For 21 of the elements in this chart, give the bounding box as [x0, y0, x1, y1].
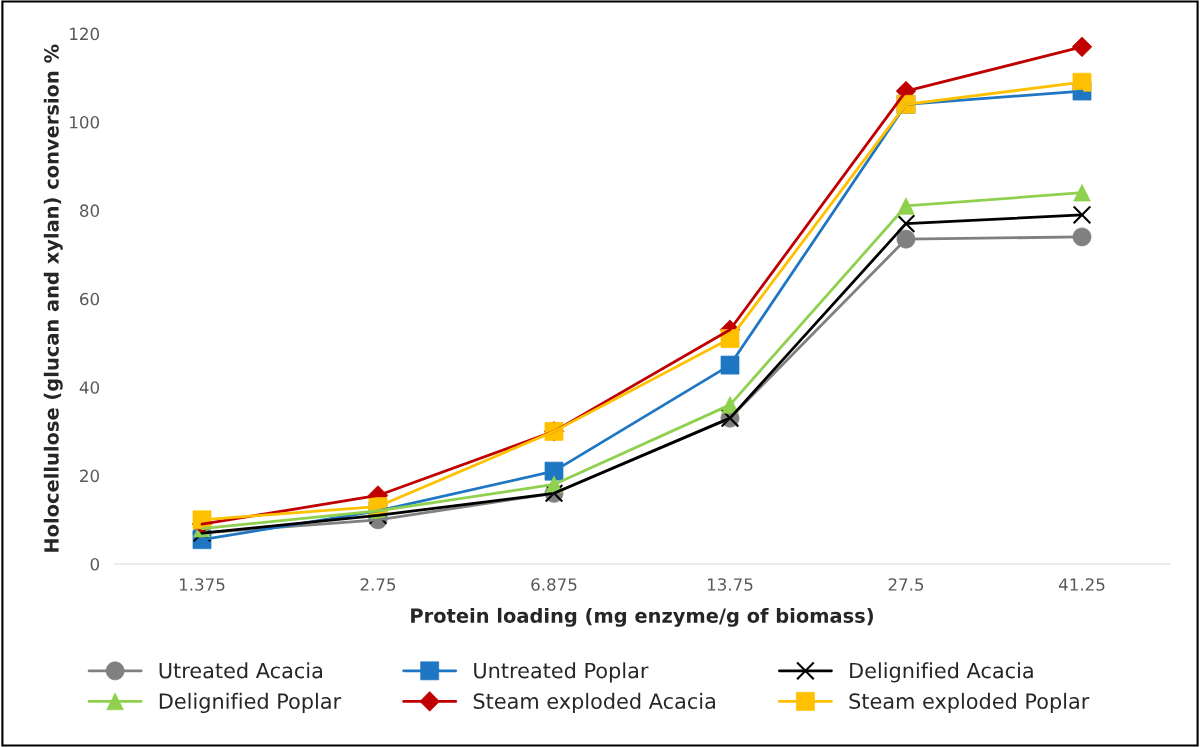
y-tick-label: 80	[80, 204, 99, 217]
x-tick-label: 27.5	[888, 578, 924, 591]
y-tick-label: 60	[80, 292, 99, 306]
x-tick-label: 41.25	[1058, 578, 1105, 591]
y-tick-label: 40	[79, 381, 99, 394]
x-axis-title: Protein loading (mg enzyme/g of biomass)	[411, 607, 873, 627]
x-tick-label: 13.75	[707, 578, 753, 591]
y-tick-label: 0	[90, 557, 99, 571]
x-tick-label: 2.75	[360, 578, 396, 591]
legend-label: Utreated Acacia	[159, 662, 322, 679]
y-tick-label: 20	[80, 469, 99, 483]
x-tick-label: 1.375	[179, 578, 225, 591]
legend-label: Delignified Acacia	[850, 662, 1033, 683]
legend-label: Untreated Poplar	[474, 662, 649, 683]
legend-label: Steam exploded Poplar	[849, 692, 1090, 714]
y-tick-label: 120	[70, 27, 99, 41]
legend-label: Steam exploded Acacia	[473, 692, 715, 714]
y-tick-label: 100	[70, 115, 99, 129]
x-tick-label: 6.875	[531, 578, 577, 591]
legend-label: Delignified Poplar	[159, 692, 342, 714]
y-axis-title: Holocellulose (glucan and xylan) conversion %	[43, 44, 63, 552]
